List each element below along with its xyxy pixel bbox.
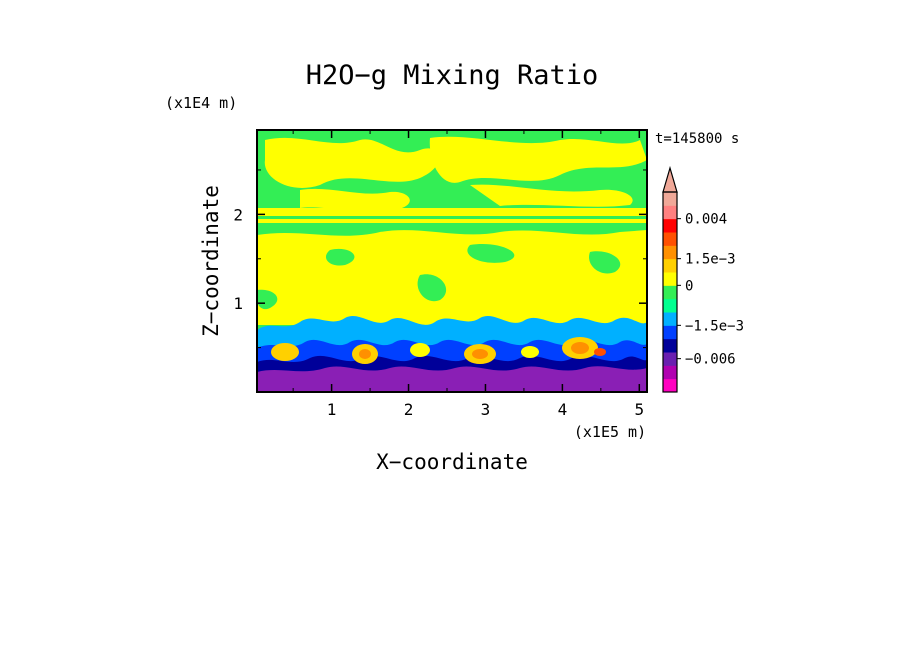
field-upper-blobs xyxy=(264,136,647,212)
chart-title: H2O−g Mixing Ratio xyxy=(306,60,599,91)
colorbar-segment xyxy=(663,298,677,313)
field-streak-1 xyxy=(257,208,647,216)
field-purple-layer xyxy=(257,366,647,392)
x-tick-label: 2 xyxy=(404,400,414,419)
colorbar-tick-label: −1.5e−3 xyxy=(685,318,744,334)
colorbar-segment xyxy=(663,232,677,246)
colorbar-tick-label: −0.006 xyxy=(685,352,736,368)
field-middle-green-patches xyxy=(257,243,621,310)
contour-field xyxy=(257,130,647,392)
colorbar-segment xyxy=(663,312,677,326)
x-scale-label: (x1E5 m) xyxy=(574,423,646,441)
colorbar-segment xyxy=(663,285,677,300)
colorbar-segment xyxy=(663,218,677,233)
colorbar-segment xyxy=(663,192,677,206)
colorbar-segment xyxy=(663,245,677,260)
colorbar-tick-label: 0 xyxy=(685,278,693,294)
colorbar-segment xyxy=(663,365,677,380)
colorbar-segment xyxy=(663,258,677,273)
field-warm-plumes xyxy=(271,337,606,364)
x-axis: 1 2 3 4 5 xyxy=(292,130,644,419)
colorbar-segment xyxy=(663,378,677,393)
y-scale-label: (x1E4 m) xyxy=(165,94,237,112)
plot-frame xyxy=(256,129,648,393)
field-middle xyxy=(257,230,647,325)
colorbar-tick-label: 0.004 xyxy=(685,212,727,228)
x-tick-label: 4 xyxy=(558,400,568,419)
colorbar-frame xyxy=(662,191,678,393)
time-label: t=145800 s xyxy=(655,131,739,147)
y-axis-label: Z−coordinate xyxy=(199,185,223,337)
colorbar-tick-label: 1.5e−3 xyxy=(685,252,736,268)
colorbar-segment xyxy=(663,272,677,286)
y-tick-label: 2 xyxy=(233,205,243,224)
x-tick-label: 3 xyxy=(481,400,491,419)
colorbar: 0.004 1.5e−3 0 −1.5e−3 −0.006 xyxy=(662,165,744,393)
colorbar-segment xyxy=(663,205,677,220)
colorbar-segment xyxy=(663,352,677,366)
y-axis: 12 xyxy=(233,169,647,349)
colorbar-segment xyxy=(663,325,677,340)
x-tick-label: 1 xyxy=(327,400,337,419)
x-tick-label: 5 xyxy=(634,400,644,419)
field-streak-2 xyxy=(257,219,647,223)
y-tick-label: 1 xyxy=(233,294,243,313)
x-axis-label: X−coordinate xyxy=(376,450,528,474)
colorbar-arrow xyxy=(662,165,678,193)
colorbar-segment xyxy=(663,338,677,353)
